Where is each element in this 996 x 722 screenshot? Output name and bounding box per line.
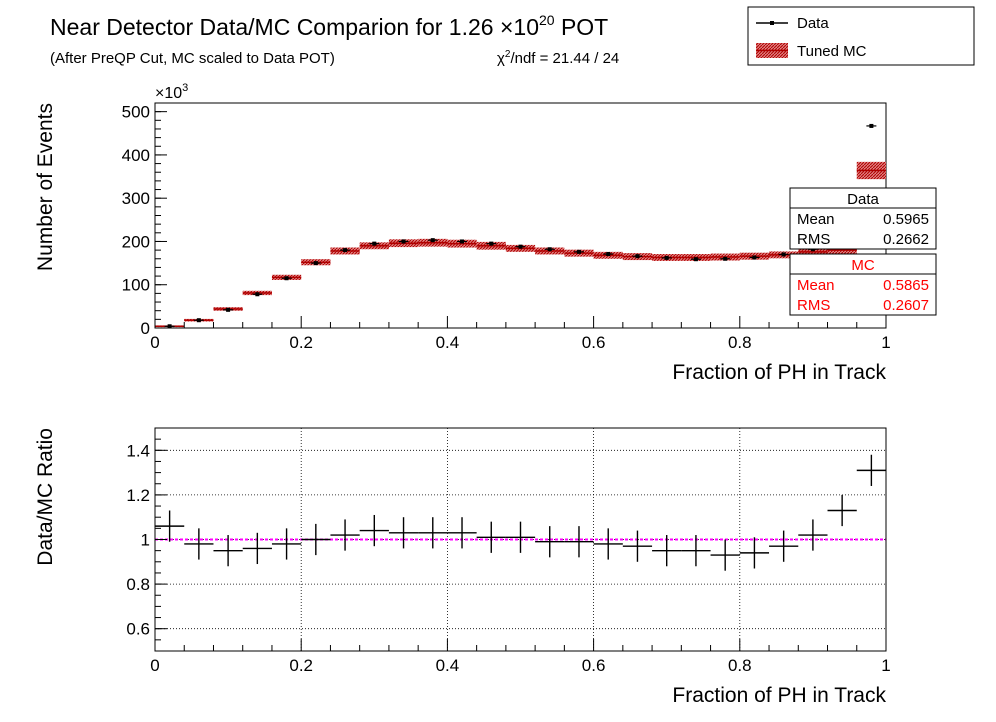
data-point bbox=[752, 255, 757, 260]
data-point bbox=[576, 249, 581, 254]
stats-data-rms-value: 0.2662 bbox=[883, 231, 929, 248]
bottom-x-axis-label: Fraction of PH in Track bbox=[672, 684, 886, 707]
x-tick-label: 0.8 bbox=[728, 333, 752, 352]
y-tick-label: 0.6 bbox=[126, 620, 150, 639]
bottom-y-axis-label: Data/MC Ratio bbox=[34, 428, 57, 566]
chart-title: Near Detector Data/MC Comparion for 1.26… bbox=[50, 12, 608, 40]
mc-band-group bbox=[155, 161, 886, 328]
data-point bbox=[547, 247, 552, 252]
ratio-points-group bbox=[155, 454, 886, 571]
x-tick-label: 0.2 bbox=[289, 333, 313, 352]
data-points-group bbox=[164, 123, 877, 329]
stats-mc-rms-label: RMS bbox=[797, 297, 830, 314]
data-point bbox=[284, 276, 289, 281]
y-tick-label: 300 bbox=[122, 189, 150, 208]
data-point bbox=[635, 254, 640, 259]
x-tick-label: 0 bbox=[150, 333, 159, 352]
data-point bbox=[226, 307, 231, 312]
data-point bbox=[518, 244, 523, 249]
chi2-label: χ2/ndf = 21.44 / 24 bbox=[497, 49, 619, 67]
stats-mc-mean-label: Mean bbox=[797, 277, 835, 294]
data-point bbox=[255, 292, 260, 297]
x-tick-label: 0.6 bbox=[582, 656, 606, 675]
top-axes: 0 0.2 0.4 0.6 0.8 1 0 100 200 300 400 500 bbox=[122, 102, 891, 352]
stats-mc-mean-value: 0.5865 bbox=[883, 277, 929, 294]
y-tick-label: 1.4 bbox=[126, 441, 150, 460]
data-point bbox=[693, 257, 698, 262]
y-tick-label: 500 bbox=[122, 103, 150, 122]
legend: Data Tuned MC bbox=[747, 6, 975, 66]
stats-data-title: Data bbox=[847, 191, 879, 208]
data-point bbox=[343, 248, 348, 253]
chart-subtitle: (After PreQP Cut, MC scaled to Data POT) bbox=[50, 50, 335, 67]
bottom-axes: 0 0.2 0.4 0.6 0.8 1 0.6 0.8 1 1.2 1.4 bbox=[126, 427, 891, 675]
stats-data-rms-label: RMS bbox=[797, 231, 830, 248]
x-tick-label: 1 bbox=[881, 333, 890, 352]
y-tick-label: 1.2 bbox=[126, 486, 150, 505]
top-panel: 0 0.2 0.4 0.6 0.8 1 0 100 200 300 400 500 ×103 Numb… bbox=[34, 82, 891, 384]
data-point bbox=[781, 252, 786, 257]
data-point bbox=[869, 123, 874, 128]
data-point bbox=[401, 239, 406, 244]
data-point bbox=[196, 318, 201, 323]
data-point bbox=[489, 241, 494, 246]
data-point bbox=[664, 255, 669, 260]
data-point bbox=[313, 261, 318, 266]
y-tick-label: 1 bbox=[141, 531, 150, 550]
x-tick-label: 0.6 bbox=[582, 333, 606, 352]
legend-data-marker bbox=[770, 21, 774, 25]
data-point bbox=[606, 252, 611, 257]
x-tick-label: 1 bbox=[881, 656, 890, 675]
data-point bbox=[430, 238, 435, 243]
data-point bbox=[723, 256, 728, 261]
x-tick-label: 0.8 bbox=[728, 656, 752, 675]
stats-box-mc: MC Mean 0.5865 RMS 0.2607 bbox=[789, 253, 937, 316]
bottom-panel: 0 0.2 0.4 0.6 0.8 1 0.6 0.8 1 1.2 1.4 Data/MC Rati… bbox=[34, 427, 891, 707]
y-tick-label: 400 bbox=[122, 146, 150, 165]
y-tick-label: 100 bbox=[122, 276, 150, 295]
stats-mc-rms-value: 0.2607 bbox=[883, 297, 929, 314]
stats-box-data: Data Mean 0.5965 RMS 0.2662 bbox=[789, 187, 937, 250]
x-tick-label: 0.2 bbox=[289, 656, 313, 675]
x-tick-label: 0.4 bbox=[436, 333, 460, 352]
stats-mc-title: MC bbox=[851, 257, 874, 274]
data-point bbox=[372, 241, 377, 246]
stats-data-mean-label: Mean bbox=[797, 211, 835, 228]
data-point bbox=[460, 239, 465, 244]
y-tick-label: 200 bbox=[122, 232, 150, 251]
top-y-axis-label: Number of Events bbox=[34, 103, 57, 271]
legend-data-label: Data bbox=[797, 15, 829, 32]
x-tick-label: 0 bbox=[150, 656, 159, 675]
stats-data-mean-value: 0.5965 bbox=[883, 211, 929, 228]
top-x-axis-label: Fraction of PH in Track bbox=[672, 361, 886, 384]
y-tick-label: 0.8 bbox=[126, 575, 150, 594]
y-tick-label: 0 bbox=[141, 319, 150, 338]
x-tick-label: 0.4 bbox=[436, 656, 460, 675]
data-point bbox=[167, 324, 172, 329]
top-y-multiplier: ×103 bbox=[155, 82, 188, 102]
legend-mc-label: Tuned MC bbox=[797, 43, 867, 60]
